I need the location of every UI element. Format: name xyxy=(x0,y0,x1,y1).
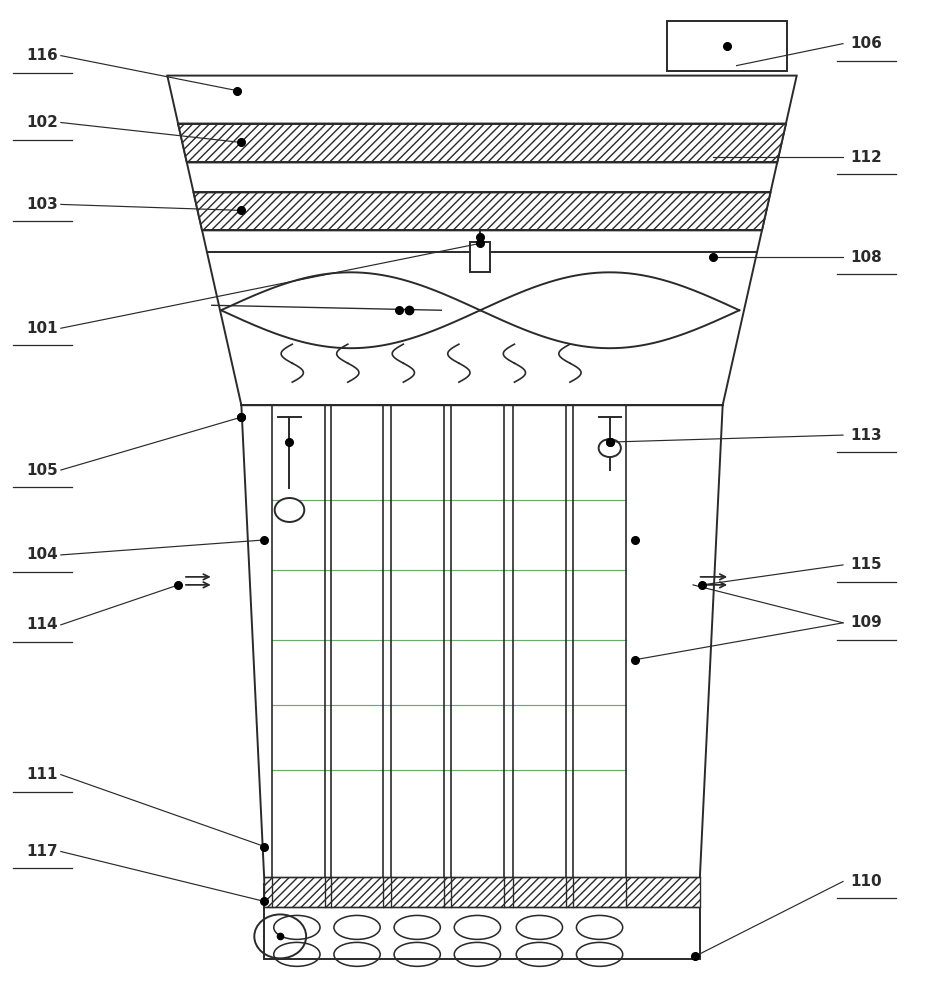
Text: 103: 103 xyxy=(27,197,58,212)
Polygon shape xyxy=(264,877,700,907)
Text: 111: 111 xyxy=(27,767,58,782)
Text: 106: 106 xyxy=(850,36,883,51)
Text: 101: 101 xyxy=(27,321,58,336)
Polygon shape xyxy=(194,192,770,230)
Text: 117: 117 xyxy=(27,844,58,859)
Text: 113: 113 xyxy=(850,428,882,443)
Text: 114: 114 xyxy=(27,617,58,632)
Ellipse shape xyxy=(274,498,304,522)
Text: 102: 102 xyxy=(26,115,58,130)
Text: 112: 112 xyxy=(850,150,882,165)
Text: 110: 110 xyxy=(850,874,882,889)
Text: 105: 105 xyxy=(27,463,58,478)
Text: 108: 108 xyxy=(850,250,882,265)
Ellipse shape xyxy=(599,439,621,457)
Text: 116: 116 xyxy=(27,48,58,63)
Text: 109: 109 xyxy=(850,615,882,630)
Bar xyxy=(470,242,490,272)
Text: 104: 104 xyxy=(27,547,58,562)
Polygon shape xyxy=(178,124,786,162)
Text: 115: 115 xyxy=(850,557,882,572)
Bar xyxy=(667,21,787,71)
